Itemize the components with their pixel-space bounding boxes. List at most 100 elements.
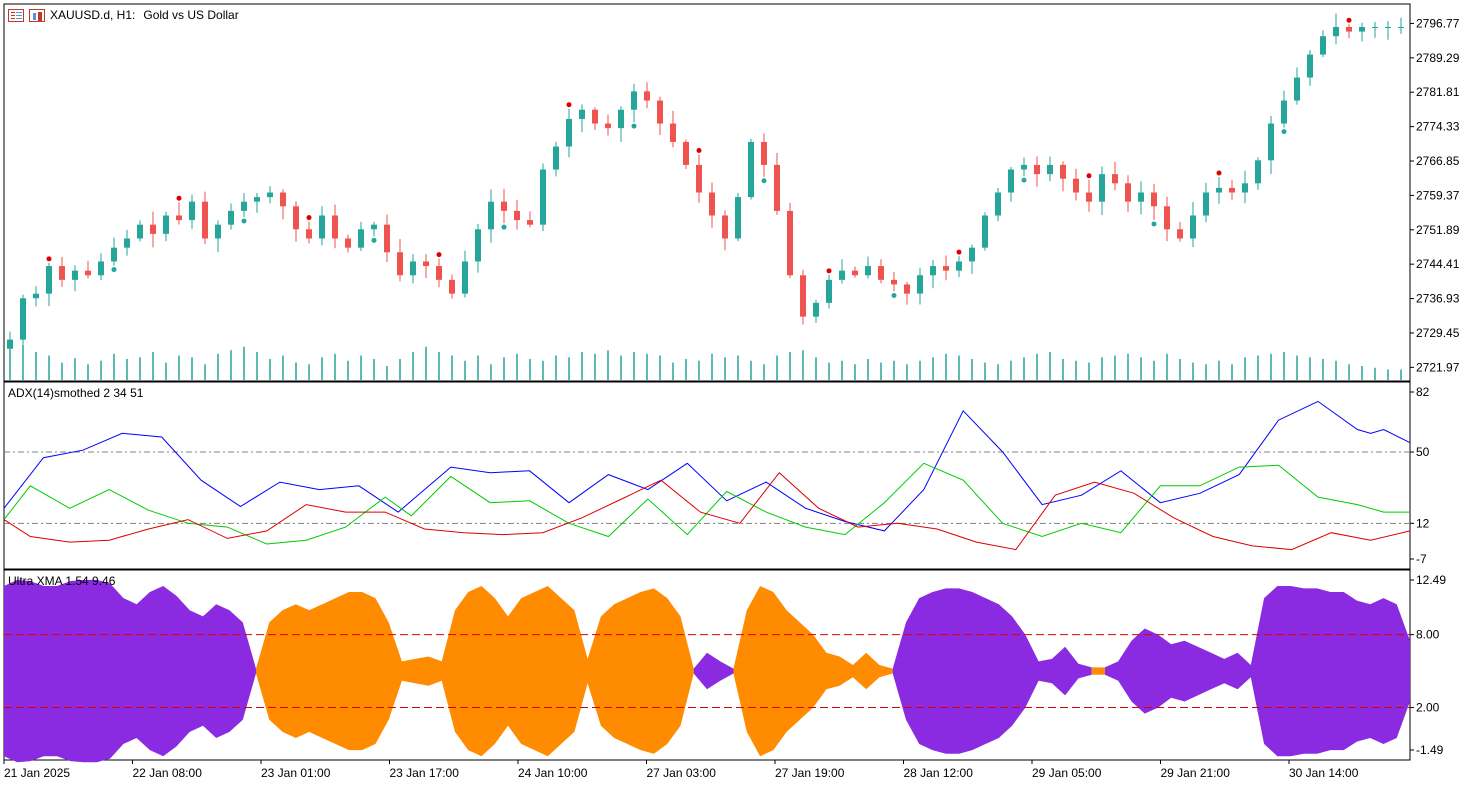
signal-dot: [761, 178, 767, 184]
signal-dot: [631, 123, 637, 129]
candle-body: [1125, 183, 1131, 202]
candle-body: [696, 164, 702, 193]
candle-body: [1177, 229, 1183, 239]
candle-body: [969, 247, 975, 262]
candle-body: [709, 192, 715, 216]
candle-body: [787, 210, 793, 276]
candle-body: [267, 192, 273, 198]
price-axis-label: 2744.41: [1416, 257, 1460, 271]
time-axis-label: 23 Jan 17:00: [390, 766, 460, 780]
chart-symbol: XAUUSD.d, H1:: [50, 8, 136, 22]
adx-series-adx_plus: [3, 462, 1410, 545]
candle-body: [449, 279, 455, 294]
candle-body: [189, 201, 195, 221]
candle-body: [410, 261, 416, 276]
xma-blob: [892, 588, 1092, 754]
xma-axis-label: 2.00: [1416, 701, 1440, 715]
candle-body: [241, 201, 247, 211]
candle-body: [436, 266, 442, 280]
candle-body: [514, 210, 520, 221]
candle-body: [852, 270, 858, 276]
time-axis-label: 29 Jan 21:00: [1161, 766, 1231, 780]
candle-body: [1398, 26, 1404, 28]
candle-body: [163, 215, 169, 234]
candle-body: [1008, 169, 1014, 193]
price-axis-label: 2759.37: [1416, 188, 1460, 202]
chart-window-icon[interactable]: [29, 8, 45, 22]
candle-body: [826, 279, 832, 303]
time-axis-label: 29 Jan 05:00: [1032, 766, 1102, 780]
candle-body: [657, 100, 663, 124]
xma-blob: [4, 579, 256, 763]
candle-body: [1320, 36, 1326, 55]
price-axis-label: 2736.93: [1416, 292, 1460, 306]
signal-dot: [111, 267, 117, 273]
candle-body: [631, 91, 637, 110]
candle-body: [20, 298, 26, 340]
candle-body: [280, 192, 286, 207]
candle-body: [423, 261, 429, 267]
candle-body: [124, 238, 130, 248]
price-axis-label: 2774.33: [1416, 120, 1460, 134]
candle-body: [332, 215, 338, 239]
time-axis-label: 30 Jan 14:00: [1289, 766, 1359, 780]
signal-dot: [436, 252, 442, 258]
candle-body: [527, 220, 533, 225]
signal-dot: [1346, 17, 1352, 23]
time-axis-label: 27 Jan 03:00: [647, 766, 717, 780]
candle-body: [943, 266, 949, 271]
candle-body: [1086, 192, 1092, 202]
candle-body: [1307, 54, 1313, 78]
candle-body: [33, 293, 39, 299]
candle-body: [670, 123, 676, 142]
signal-dot: [371, 237, 377, 243]
candle-body: [85, 270, 91, 276]
candle-body: [1333, 26, 1339, 37]
candle-body: [397, 252, 403, 276]
xma-title: Ultra XMA 1.54 9.46: [8, 574, 116, 588]
candle-body: [488, 201, 494, 230]
candle-body: [761, 141, 767, 165]
candle-body: [566, 118, 572, 147]
candle-body: [1073, 178, 1079, 193]
price-axis-label: 2781.81: [1416, 85, 1460, 99]
candle-body: [1021, 164, 1027, 170]
candle-body: [345, 238, 351, 248]
candle-body: [1138, 192, 1144, 202]
candle-body: [930, 266, 936, 276]
signal-dot: [306, 215, 312, 221]
adx-axis-label: 50: [1416, 445, 1430, 459]
time-axis-label: 28 Jan 12:00: [904, 766, 974, 780]
candle-body: [592, 109, 598, 124]
candle-body: [722, 215, 728, 239]
xma-blob: [733, 586, 893, 757]
price-axis-label: 2766.85: [1416, 154, 1460, 168]
signal-dot: [241, 218, 247, 224]
signal-dot: [891, 293, 897, 299]
candle-body: [904, 284, 910, 294]
candle-body: [111, 247, 117, 262]
chart-description: Gold vs US Dollar: [143, 8, 239, 22]
candle-body: [501, 201, 507, 211]
xma-axis-label: 12.49: [1416, 573, 1446, 587]
candle-body: [956, 261, 962, 271]
price-candles: [7, 13, 1404, 358]
candle-body: [878, 266, 884, 280]
candle-body: [98, 261, 104, 276]
volume-bars: [9, 345, 1402, 380]
candle-body: [774, 164, 780, 211]
xma-blob: [256, 586, 694, 757]
candle-body: [228, 210, 234, 225]
signal-dot: [176, 195, 182, 201]
candle-body: [306, 229, 312, 239]
signal-dot: [1086, 173, 1092, 179]
price-axis-label: 2789.29: [1416, 51, 1460, 65]
candle-body: [683, 141, 689, 165]
candle-body: [644, 91, 650, 101]
candle-body: [254, 197, 260, 202]
chart-list-icon[interactable]: [8, 8, 24, 22]
candle-body: [540, 169, 546, 225]
signal-dot: [501, 224, 507, 230]
signal-dot: [1281, 129, 1287, 135]
